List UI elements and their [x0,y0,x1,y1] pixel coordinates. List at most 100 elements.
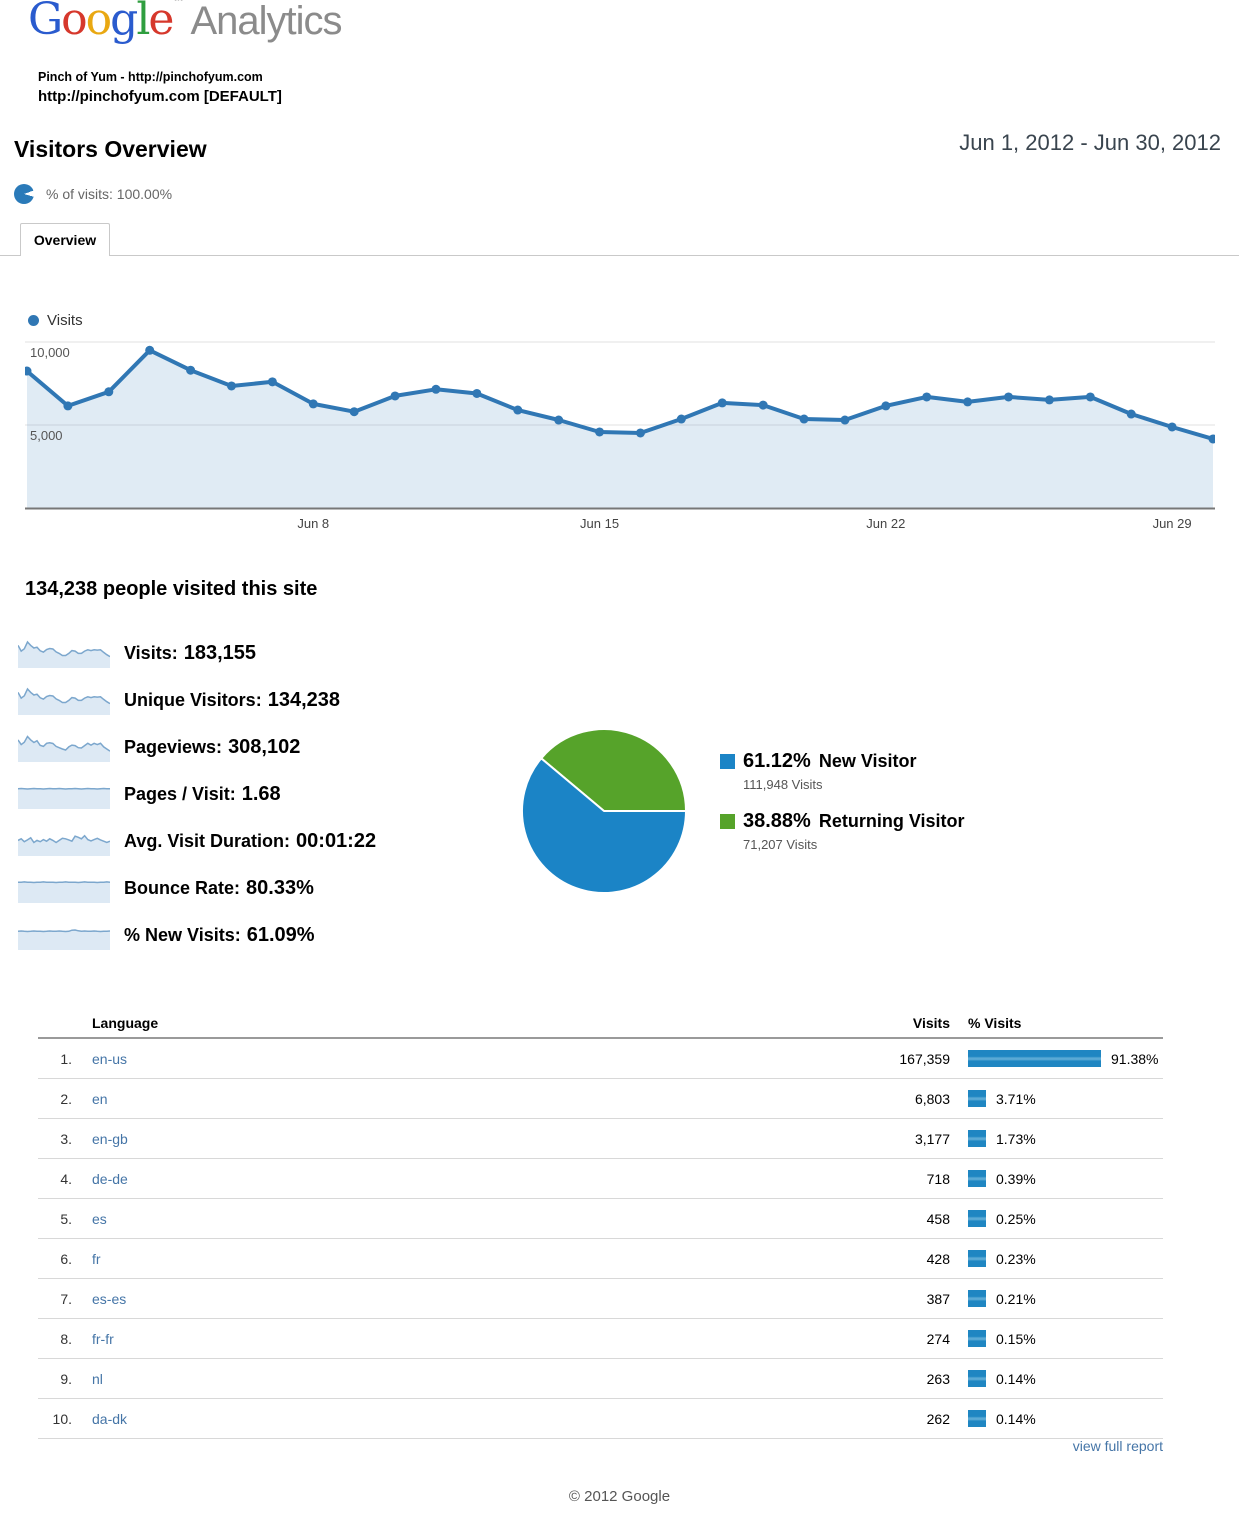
pct-visits-cell: 0.25% [968,1210,1163,1227]
view-full-report-link[interactable]: view full report [1072,1438,1163,1454]
language-link[interactable]: de-de [92,1170,128,1187]
language-link[interactable]: fr [92,1250,101,1267]
language-table-header: Language Visits % Visits [38,1003,1163,1039]
metric-label: Avg. Visit Duration: [124,830,291,851]
pie-legend-item-returning-visitor: 38.88% Returning Visitor 71,207 Visits [720,810,965,852]
metric-label: Pages / Visit: [124,783,236,804]
metric-row: Avg. Visit Duration: 00:01:22 [18,824,376,858]
pct-visits-bar [968,1130,986,1147]
metric-text: Avg. Visit Duration: 00:01:22 [124,830,376,853]
logo-letter: l [136,0,150,45]
language-link[interactable]: en [92,1090,108,1107]
pie-legend: 61.12% New Visitor 111,948 Visits 38.88%… [720,750,965,870]
visitor-type-pie-chart[interactable] [519,726,689,896]
language-cell: en [72,1091,800,1107]
segment-row: % of visits: 100.00% [14,184,172,204]
x-axis-tick-label: Jun 22 [866,516,906,531]
language-table-row: 6. fr 428 0.23% [38,1239,1163,1279]
date-range-selector[interactable]: Jun 1, 2012 - Jun 30, 2012 [959,130,1221,155]
pct-visits-value: 1.73% [996,1130,1036,1147]
metric-label: Pageviews: [124,736,223,757]
x-axis-tick-label: Jun 8 [297,516,330,531]
metric-sparkline [18,881,110,903]
column-header-pct-visits[interactable]: % Visits [968,1015,1022,1031]
metric-value: 134,238 [267,688,340,711]
returning-visitor-visits: 71,207 Visits [743,837,818,852]
language-cell: es-es [72,1291,800,1307]
visits-legend-label: Visits [47,312,83,329]
language-cell: nl [72,1371,800,1387]
pct-visits-value: 0.14% [996,1370,1036,1387]
visits-value: 274 [926,1330,950,1347]
pct-visits-bar [968,1050,1101,1067]
visits-value: 428 [926,1250,950,1267]
language-link[interactable]: fr-fr [92,1330,114,1347]
metric-text: Unique Visitors: 134,238 [124,689,340,712]
language-link[interactable]: da-dk [92,1410,128,1427]
visits-value: 458 [926,1210,950,1227]
pct-visits-value: 0.23% [996,1250,1036,1267]
metric-label: Bounce Rate: [124,877,241,898]
pct-visits-value: 0.15% [996,1330,1036,1347]
metric-value: 183,155 [183,641,256,664]
metric-value: 00:01:22 [296,829,377,852]
pct-visits-bar [968,1330,986,1347]
visits-value: 3,177 [914,1130,950,1147]
pct-visits-bar [968,1410,986,1427]
metric-sparkline [18,640,110,668]
pct-visits-cell: 3.71% [968,1090,1163,1107]
logo-trademark: ™ [172,0,185,9]
pct-visits-bar [968,1370,986,1387]
metric-value: 61.09% [246,923,315,946]
page-title: Visitors Overview [14,136,207,162]
metric-row: Pageviews: 308,102 [18,730,376,764]
column-header-language[interactable]: Language [92,1015,159,1031]
language-link[interactable]: nl [92,1370,103,1387]
pct-visits-bar [968,1250,986,1267]
pct-visits-bar [968,1210,986,1227]
pie-legend-item-new-visitor: 61.12% New Visitor 111,948 Visits [720,750,965,792]
language-cell: en-gb [72,1131,800,1147]
language-table-row: 2. en 6,803 3.71% [38,1079,1163,1119]
metric-text: Pageviews: 308,102 [124,736,300,759]
visits-line-chart[interactable] [25,334,1215,510]
language-link[interactable]: en-us [92,1050,128,1067]
pct-visits-value: 0.39% [996,1170,1036,1187]
footer-copyright: © 2012 Google [568,1488,671,1505]
row-rank: 7. [60,1290,72,1307]
language-cell: de-de [72,1171,800,1187]
pct-visits-value: 91.38% [1111,1050,1159,1067]
language-table-row: 1. en-us 167,359 91.38% [38,1039,1163,1079]
chart-legend: Visits [28,312,83,329]
pct-visits-cell: 0.21% [968,1290,1163,1307]
language-link[interactable]: es-es [92,1290,127,1307]
column-header-visits[interactable]: Visits [912,1015,950,1031]
language-table-row: 5. es 458 0.25% [38,1199,1163,1239]
metric-label: % New Visits: [124,924,241,945]
metric-label: Unique Visitors: [124,689,262,710]
account-name: Pinch of Yum - http://pinchofyum.com [38,70,263,84]
metric-text: Visits: 183,155 [124,642,256,665]
row-rank: 5. [60,1210,72,1227]
pct-visits-cell: 0.39% [968,1170,1163,1187]
new-visitor-label: New Visitor [818,751,917,771]
pct-visits-value: 3.71% [996,1090,1036,1107]
metric-row: % New Visits: 61.09% [18,918,376,952]
language-table-row: 3. en-gb 3,177 1.73% [38,1119,1163,1159]
pct-visits-cell: 91.38% [968,1050,1163,1067]
visits-value: 387 [926,1290,950,1307]
pct-visits-value: 0.25% [996,1210,1036,1227]
pct-visits-bar [968,1090,986,1107]
segment-label: % of visits: 100.00% [46,186,173,202]
language-link[interactable]: en-gb [92,1130,128,1147]
tab-overview[interactable]: Overview [20,223,110,256]
new-visitor-pct: 61.12% [743,750,811,772]
pct-visits-value: 0.14% [996,1410,1036,1427]
metric-sparkline [18,687,110,715]
visits-value: 263 [926,1370,950,1387]
row-rank: 6. [60,1250,72,1267]
pct-visits-cell: 0.14% [968,1410,1163,1427]
logo-letter: G [28,0,63,45]
language-link[interactable]: es [92,1210,107,1227]
